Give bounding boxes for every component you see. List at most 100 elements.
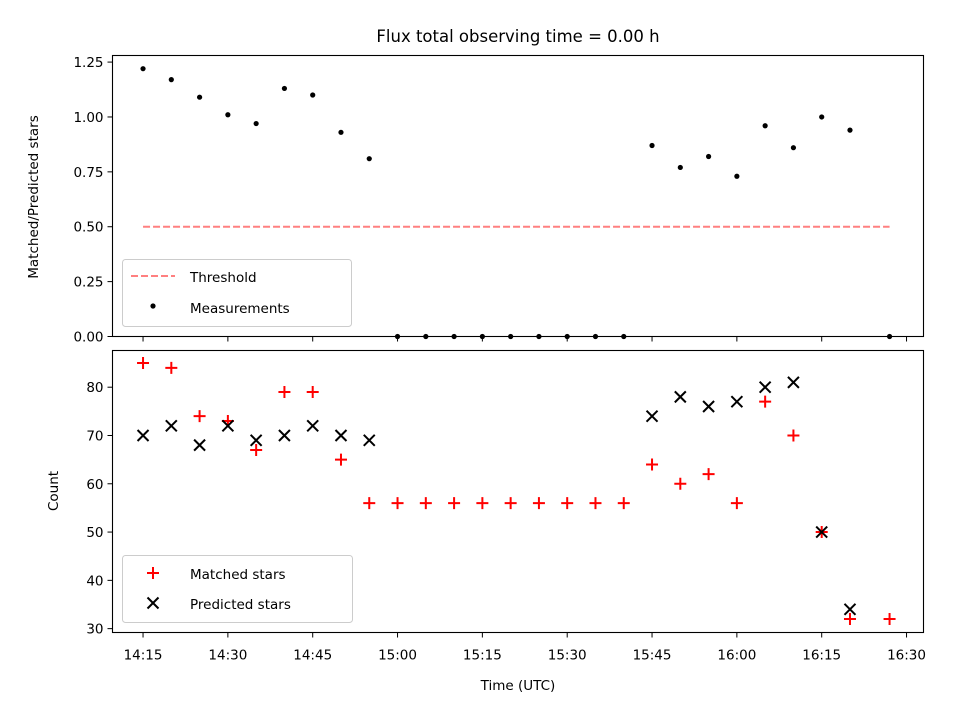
top-legend: Threshold Measurements — [122, 259, 352, 327]
predicted-star-point — [815, 525, 828, 539]
measurement-point — [847, 127, 853, 133]
measurement-point — [564, 333, 570, 340]
matched-star-point — [883, 612, 896, 625]
bottom-y-axis: 30 40 50 60 70 80 — [86, 380, 113, 638]
measurement-point — [886, 333, 893, 340]
measurement-point — [451, 333, 457, 340]
legend-matched-swatch — [147, 567, 159, 579]
measurements-layer — [140, 66, 893, 340]
bottom-y-tick-label: 30 — [86, 622, 103, 638]
legend-matched-label: Matched stars — [190, 567, 286, 583]
legend-predicted-label: Predicted stars — [190, 597, 291, 613]
measurement-point — [734, 173, 740, 179]
predicted-star-point — [674, 390, 687, 404]
measurement-point — [140, 66, 146, 72]
bottom-y-tick-label: 80 — [86, 380, 103, 396]
top-y-axis: 0.00 0.25 0.50 0.75 1.00 1.25 — [73, 55, 113, 346]
top-y-axis-label: Matched/Predicted stars — [26, 115, 42, 278]
matched-star-point — [334, 453, 347, 466]
top-y-tick-label: 0.25 — [73, 275, 103, 291]
measurement-point — [423, 333, 429, 340]
predicted-star-point — [193, 438, 206, 452]
matched-star-point — [532, 497, 545, 510]
matched-star-point — [843, 612, 856, 625]
measurement-point — [790, 145, 797, 151]
bottom-y-tick-label: 40 — [86, 573, 103, 589]
bottom-x-tick-label: 15:30 — [548, 648, 587, 664]
measurement-point — [621, 333, 627, 340]
matched-star-point — [504, 497, 517, 510]
top-y-tick-label: 0.50 — [73, 220, 103, 236]
measurement-point — [592, 333, 599, 340]
bottom-y-tick-label: 60 — [86, 477, 103, 493]
measurement-point — [536, 333, 542, 340]
matched-star-point — [646, 458, 659, 471]
bottom-y-axis-label: Count — [46, 471, 62, 511]
bottom-x-tick-label: 15:45 — [633, 648, 672, 664]
matched-star-point — [674, 477, 687, 490]
measurement-point — [310, 92, 316, 98]
bottom-panel: 30 40 50 60 70 80 14:15 14:30 14:45 15:00 15:15 15… — [46, 349, 926, 694]
measurement-point — [705, 153, 712, 160]
measurement-point — [394, 333, 401, 340]
measurement-point — [479, 333, 485, 340]
chart-title: Flux total observing time = 0.00 h — [376, 27, 659, 46]
matched-star-point — [589, 497, 602, 510]
counts-layer — [136, 357, 896, 625]
legend-measurements-label: Measurements — [190, 301, 290, 317]
bottom-x-tick-label: 15:00 — [378, 648, 417, 664]
matched-star-point — [363, 497, 376, 510]
matched-star-point — [730, 497, 743, 510]
measurement-point — [762, 123, 768, 129]
matched-star-point — [250, 443, 263, 456]
legend-measurements-swatch — [150, 303, 156, 309]
predicted-star-point — [306, 419, 319, 433]
measurement-point — [649, 142, 655, 149]
matched-star-point — [787, 429, 800, 442]
top-legend-box — [122, 259, 352, 327]
measurement-point — [196, 94, 203, 100]
top-y-tick-label: 1.00 — [73, 110, 103, 126]
bottom-x-tick-label: 16:00 — [717, 648, 756, 664]
matched-star-point — [419, 497, 432, 510]
predicted-star-point — [787, 376, 800, 389]
legend-predicted-swatch — [146, 596, 160, 610]
predicted-star-point — [136, 429, 150, 442]
measurement-point — [338, 129, 344, 135]
matched-star-point — [193, 410, 206, 423]
matched-star-point — [617, 497, 630, 510]
measurement-point — [819, 114, 825, 120]
bottom-legend: Matched stars Predicted stars — [122, 555, 353, 623]
matched-star-point — [278, 386, 291, 399]
predicted-star-point — [843, 603, 857, 616]
predicted-star-point — [645, 409, 659, 423]
matched-star-point — [391, 497, 404, 510]
matched-star-point — [448, 497, 461, 510]
measurement-point — [366, 156, 372, 162]
top-plot-frame — [111, 54, 925, 338]
bottom-x-tick-label: 15:15 — [463, 648, 502, 664]
bottom-x-tick-label: 16:15 — [802, 648, 841, 664]
predicted-star-point — [758, 380, 772, 394]
measurement-point — [677, 164, 683, 171]
top-y-tick-label: 0.75 — [73, 165, 103, 181]
top-y-tick-label: 0.00 — [73, 330, 103, 346]
matched-star-point — [476, 497, 489, 510]
matched-star-point — [165, 361, 178, 374]
predicted-star-point — [334, 429, 348, 442]
bottom-x-tick-label: 14:45 — [293, 648, 332, 664]
matched-star-point — [561, 497, 574, 510]
measurement-point — [168, 77, 174, 83]
top-panel: 0.00 0.25 0.50 0.75 1.00 1.25 Matched/Predict… — [26, 54, 925, 346]
predicted-star-point — [702, 400, 715, 413]
bottom-x-axis: 14:15 14:30 14:45 15:00 15:15 15:30 15:45 16:00… — [124, 632, 926, 664]
predicted-star-point — [278, 429, 291, 442]
bottom-y-tick-label: 70 — [86, 428, 103, 444]
measurement-point — [225, 112, 231, 118]
bottom-legend-box — [122, 555, 353, 623]
matched-star-point — [702, 468, 715, 481]
bottom-plot-frame — [111, 349, 925, 634]
predicted-star-point — [221, 419, 235, 433]
predicted-star-point — [363, 434, 376, 447]
bottom-x-tick-label: 14:15 — [124, 648, 163, 664]
